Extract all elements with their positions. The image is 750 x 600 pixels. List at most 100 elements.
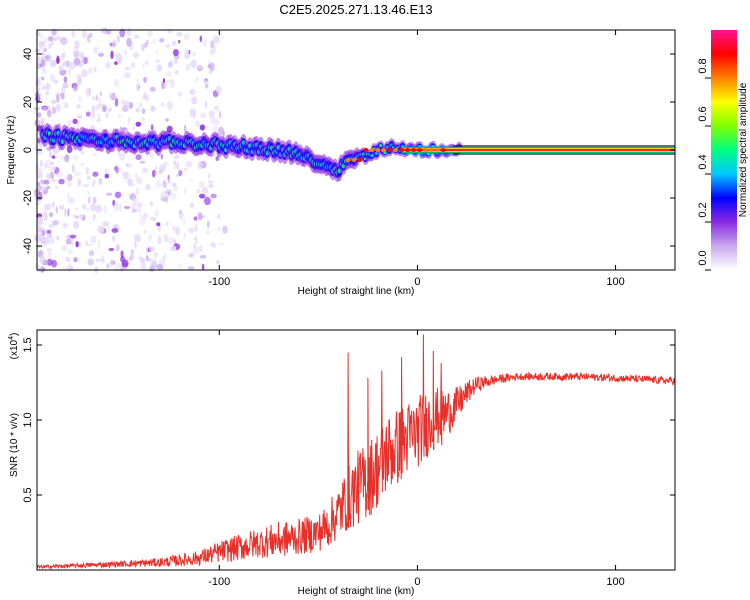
noise-blob <box>75 215 79 219</box>
noise-blob <box>168 178 171 184</box>
noise-blob <box>72 118 78 125</box>
noise-blob <box>119 203 122 213</box>
noise-blob <box>67 197 75 204</box>
noise-blob <box>145 255 149 261</box>
noise-blob <box>213 35 220 44</box>
noise-blob <box>75 241 79 248</box>
noise-blob <box>43 179 50 185</box>
noise-blob <box>64 208 67 217</box>
ytick-label: 1.0 <box>22 412 34 427</box>
noise-blob <box>41 65 45 74</box>
snr-xticks: -100 0 100 <box>208 330 625 588</box>
noise-blob <box>127 178 133 186</box>
tone-hotspot <box>416 148 422 152</box>
noise-blob <box>43 48 47 52</box>
noise-blob <box>177 91 183 97</box>
noise-blob <box>127 117 131 124</box>
noise-blob <box>208 183 214 189</box>
noise-blob <box>136 201 143 209</box>
noise-blob <box>149 266 155 272</box>
noise-blob <box>114 97 119 107</box>
noise-blob <box>115 165 119 174</box>
noise-blob <box>190 108 196 115</box>
noise-blob <box>175 173 179 177</box>
noise-blob <box>60 92 65 100</box>
noise-blob <box>165 188 172 195</box>
noise-blob <box>95 94 99 101</box>
noise-blob <box>61 69 68 74</box>
noise-blob <box>205 229 210 235</box>
noise-blob <box>98 257 106 263</box>
noise-blob <box>139 216 146 226</box>
noise-blob <box>195 77 199 82</box>
noise-blob <box>37 76 44 81</box>
noise-blob <box>210 40 215 49</box>
noise-blob <box>126 37 132 47</box>
noise-blob <box>76 103 81 110</box>
noise-blob <box>92 179 96 185</box>
noise-blob <box>108 107 112 112</box>
noise-blob <box>39 159 43 168</box>
noise-blob <box>40 255 45 264</box>
noise-blob <box>38 228 46 233</box>
noise-blob <box>142 63 145 70</box>
noise-blob <box>98 96 101 105</box>
noise-blob <box>183 232 186 239</box>
noise-blob <box>44 162 47 170</box>
noise-blob <box>184 124 187 134</box>
noise-blob <box>95 204 102 213</box>
colorbar-gradient <box>711 30 737 270</box>
colorbar-ticks: 0.0 0.2 0.4 0.6 0.8 <box>697 58 711 271</box>
noise-blob <box>105 29 112 35</box>
noise-blob <box>37 236 41 241</box>
noise-blob <box>37 112 42 118</box>
noise-blob <box>88 67 93 75</box>
noise-blob <box>135 107 140 113</box>
noise-blob <box>105 62 110 69</box>
noise-blob <box>145 246 148 254</box>
noise-blob <box>90 235 97 244</box>
noise-blob <box>210 193 217 199</box>
noise-blob <box>51 178 56 183</box>
noise-blob <box>207 179 213 184</box>
noise-blob <box>131 197 139 203</box>
noise-blob <box>77 240 82 248</box>
noise-blob <box>50 40 54 46</box>
noise-blob <box>94 105 100 111</box>
noise-blob <box>41 41 46 46</box>
noise-blob <box>204 83 209 89</box>
noise-blob <box>36 216 44 225</box>
noise-blob <box>36 172 43 179</box>
noise-blob <box>78 214 84 219</box>
tone-hotspot <box>422 148 428 152</box>
noise-blob <box>50 161 55 166</box>
noise-blob <box>90 112 94 122</box>
noise-blob <box>142 212 148 219</box>
noise-blob <box>62 266 70 271</box>
noise-blob <box>128 256 132 262</box>
noise-blob <box>150 105 156 112</box>
noise-blob <box>37 226 43 231</box>
noise-blob <box>66 234 72 240</box>
noise-blob <box>176 161 180 171</box>
noise-blob <box>101 254 105 262</box>
xtick-label: -100 <box>208 576 230 588</box>
noise-blob <box>91 96 95 101</box>
noise-blob <box>76 120 80 130</box>
noise-blob <box>93 67 97 72</box>
noise-blob <box>199 124 205 131</box>
tone-hotspot <box>345 158 351 162</box>
noise-blob <box>175 226 180 236</box>
noise-blob <box>109 258 114 268</box>
noise-blob <box>218 110 222 119</box>
noise-blob <box>144 229 147 235</box>
noise-blob <box>83 56 88 65</box>
noise-blob <box>211 124 218 134</box>
noise-blob <box>63 40 68 45</box>
noise-blob <box>85 88 92 97</box>
noise-blob <box>133 201 137 206</box>
noise-blob <box>215 156 220 162</box>
noise-blob <box>207 64 212 69</box>
noise-blob <box>43 243 46 248</box>
noise-blob <box>209 242 216 247</box>
